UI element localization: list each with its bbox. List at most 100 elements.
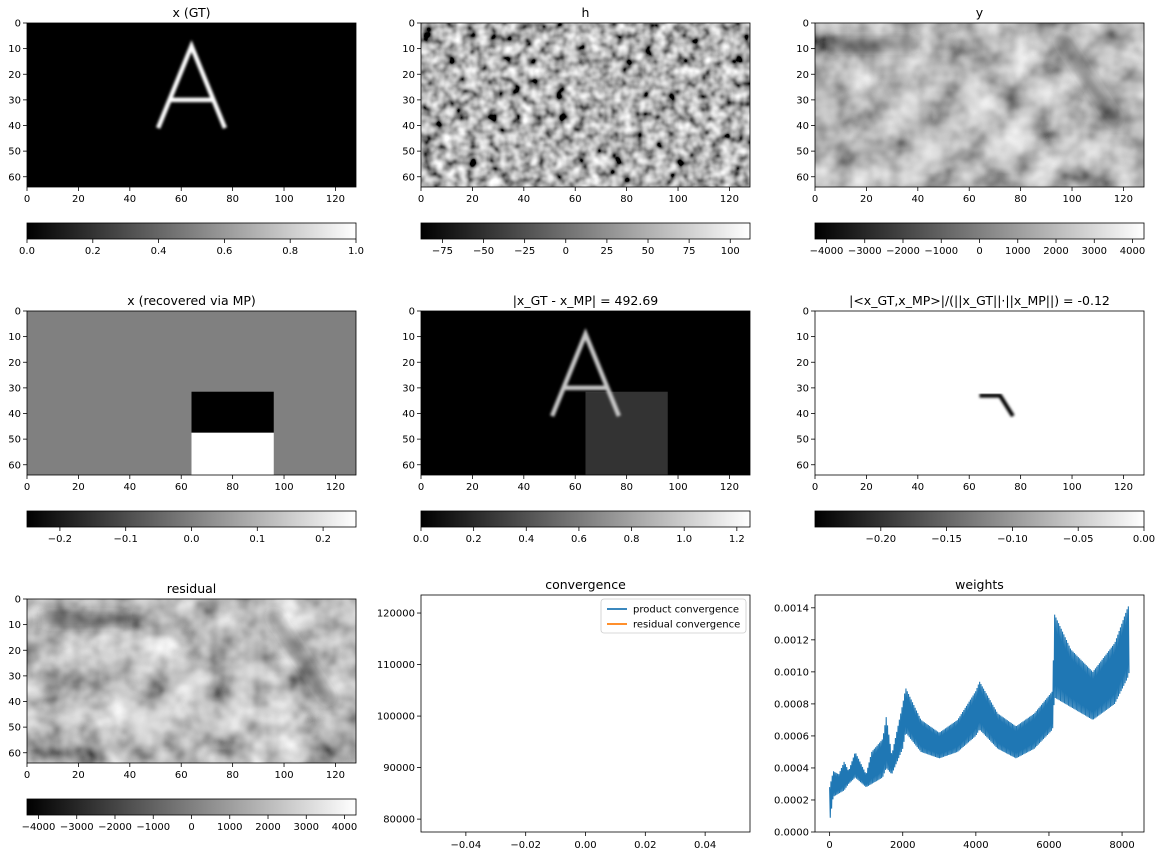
letter-a-strokes [156, 40, 227, 129]
x-tick-label: 100 [1062, 194, 1081, 205]
colorbar-tick-label: 0.6 [216, 246, 232, 257]
y-tick-label: 50 [8, 147, 21, 158]
panel-residual: residual 0 20 40 60 80 100 120 0 10 20 30 40 50 60 −400… [8, 581, 357, 833]
colorbar-tick-label: −0.15 [931, 534, 962, 545]
panel-x-mp: x (recovered via MP) 0 20 40 60 80 100 120 0 10 20… [8, 293, 357, 545]
x-tick-label: 20 [72, 770, 85, 781]
x-tick-label: 20 [72, 482, 85, 493]
y-tick-label: 60 [402, 172, 415, 183]
x-tick-label: 100 [274, 482, 293, 493]
panel-title: |<x_GT,x_MP>|/(||x_GT||·||x_MP||) = -0.1… [849, 293, 1110, 308]
colorbar-tick-label: 0.6 [571, 534, 587, 545]
colorbar [814, 510, 1145, 528]
x-tick-label: 20 [466, 194, 479, 205]
x-tick-label: 4000 [963, 840, 988, 851]
x-tick-label: 80 [226, 770, 239, 781]
x-tick-label: 0 [24, 770, 30, 781]
colorbar-tick-label: 0.2 [466, 534, 482, 545]
bright-w-shape [100, 643, 263, 750]
y-tick-label: 50 [796, 435, 809, 446]
y-tick-label: 90000 [383, 763, 415, 774]
colorbar-tick-label: −25 [514, 246, 535, 257]
image-frame [814, 22, 1145, 188]
colorbar-tick-label: 1.0 [348, 246, 364, 257]
x-tick-label: 8000 [1109, 840, 1134, 851]
y-tick-label: 40 [8, 409, 21, 420]
y-tick-label: 10 [796, 44, 809, 55]
x-tick-label: 100 [274, 194, 293, 205]
colorbar-tick-label: 0.0 [184, 534, 200, 545]
y-tick-label: 60 [8, 460, 21, 471]
x-tick-label: 0.04 [694, 840, 716, 851]
x-tick-label: 120 [326, 770, 345, 781]
x-tick-label: 0 [812, 194, 818, 205]
y-tick-label: 0.0008 [774, 699, 809, 710]
panel-title: x (GT) [172, 5, 210, 20]
colorbar-tick-label: 2000 [255, 822, 280, 833]
x-tick-label: 20 [466, 482, 479, 493]
y-tick-label: 10 [402, 332, 415, 343]
panel-title: h [582, 5, 590, 20]
panel-diff: |x_GT - x_MP| = 492.69 0 20 40 60 80 100 120 0 10… [402, 293, 751, 545]
colorbar [420, 510, 751, 528]
image-area [27, 311, 356, 475]
x-tick-label: 100 [274, 770, 293, 781]
y-tick-label: 40 [402, 121, 415, 132]
y-tick-label: 40 [8, 697, 21, 708]
y-tick-label: 30 [8, 383, 21, 394]
x-tick-label: −0.02 [510, 840, 541, 851]
x-tick-label: 0.02 [634, 840, 656, 851]
y-tick-label: 0.0000 [774, 828, 809, 839]
x-tick-label: 0 [826, 840, 832, 851]
x-tick-label: 40 [123, 194, 136, 205]
colorbar-tick-label: 0.4 [518, 534, 534, 545]
x-tick-label: 60 [963, 194, 976, 205]
colorbar-tick-label: 0.8 [282, 246, 298, 257]
x-tick-label: 0 [812, 482, 818, 493]
colorbar-tick-label: −2000 [886, 246, 920, 257]
y-tick-label: 40 [796, 409, 809, 420]
white-block [191, 432, 274, 475]
colorbar-tick-label: −0.05 [1063, 534, 1094, 545]
x-tick-label: 20 [72, 194, 85, 205]
dark-diagonal [1055, 33, 1123, 128]
fragment-stroke [979, 393, 1015, 418]
colorbar-tick-label: −2000 [98, 822, 132, 833]
fragment-shape [979, 393, 1015, 418]
legend-label: residual convergence [633, 620, 740, 631]
y-tick-label: 30 [796, 95, 809, 106]
y-tick-label: 0.0004 [774, 763, 809, 774]
image-area [421, 311, 750, 475]
y-tick-label: 20 [8, 646, 21, 657]
x-tick-label: 80 [1014, 482, 1027, 493]
colorbar-tick-label: 25 [601, 246, 614, 257]
x-tick-label: 40 [517, 482, 530, 493]
x-tick-label: 80 [620, 482, 633, 493]
colorbar-tick-label: 4000 [332, 822, 357, 833]
y-tick-label: 50 [8, 435, 21, 446]
x-tick-label: 80 [226, 194, 239, 205]
colorbar-tick-label: 1000 [1005, 246, 1030, 257]
y-tick-label: 0.0012 [774, 635, 809, 646]
y-tick-label: 60 [8, 748, 21, 759]
x-tick-label: 60 [569, 194, 582, 205]
image-frame [420, 22, 751, 188]
y-tick-label: 10 [796, 332, 809, 343]
y-tick-label: 30 [402, 95, 415, 106]
x-tick-label: 60 [175, 194, 188, 205]
panel-title: x (recovered via MP) [127, 293, 256, 308]
x-tick-label: 40 [123, 770, 136, 781]
colorbar-tick-label: 0.0 [19, 246, 35, 257]
y-tick-label: 50 [796, 147, 809, 158]
x-tick-label: 60 [963, 482, 976, 493]
bright-pattern [888, 67, 1051, 174]
y-tick-label: 30 [796, 383, 809, 394]
y-tick-label: 80000 [383, 815, 415, 826]
x-tick-label: 100 [668, 194, 687, 205]
colorbar-tick-label: 0.2 [315, 534, 331, 545]
colorbar-tick-label: −4000 [22, 822, 56, 833]
x-tick-label: 80 [620, 194, 633, 205]
image-area [421, 23, 750, 187]
y-tick-label: 20 [8, 70, 21, 81]
